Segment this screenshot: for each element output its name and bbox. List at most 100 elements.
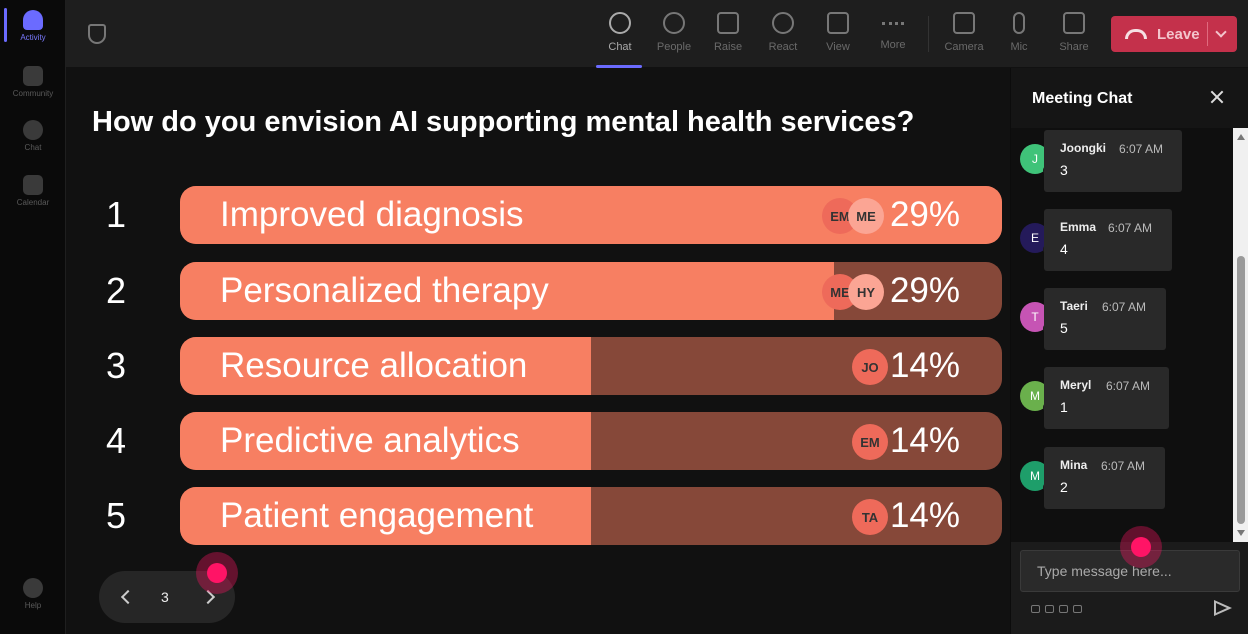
mic-icon: [1013, 12, 1025, 34]
option-number: 4: [106, 420, 127, 461]
message-time: 6:07 AM: [1102, 300, 1147, 314]
option-number: 1: [106, 194, 127, 235]
toolbar-button-label: React: [768, 41, 798, 53]
message-bubble: Meryl 6:07 AM 1: [1044, 367, 1169, 429]
option-bar-fill: [180, 412, 591, 470]
toolbar-button-label: Camera: [944, 41, 984, 53]
toolbar-button-label: More: [880, 39, 906, 51]
toolbar-more-button[interactable]: More: [867, 10, 919, 62]
toolbar-button-label: Share: [1059, 41, 1089, 53]
more-icon: [882, 22, 904, 26]
toolbar-view-button[interactable]: View: [812, 10, 864, 62]
voter-avatar: HY: [848, 274, 884, 310]
rail-item-chat[interactable]: Chat: [0, 110, 66, 160]
toolbar-button-label: View: [826, 41, 850, 53]
people-icon: [663, 12, 685, 34]
option-number: 2: [106, 270, 127, 311]
leave-button[interactable]: Leave: [1111, 16, 1237, 52]
pointer-indicator: [1120, 526, 1162, 568]
sender-name: Mina: [1060, 458, 1088, 472]
format-icon[interactable]: [1031, 605, 1040, 613]
toolbar-button-label: Mic: [1010, 41, 1028, 53]
toolbar-camera-button[interactable]: Camera: [938, 10, 990, 62]
toolbar-chat-button[interactable]: Chat: [594, 10, 646, 68]
message-time: 6:07 AM: [1106, 379, 1151, 393]
message-text: 1: [1060, 399, 1068, 415]
gif-icon[interactable]: [1073, 605, 1082, 613]
help-icon: [23, 578, 43, 598]
toolbar-divider: [928, 16, 929, 52]
option-percent: 29%: [889, 271, 960, 310]
option-bar: Patient engagement TA 14%: [180, 487, 1002, 545]
rail-item-help[interactable]: Help: [0, 568, 66, 618]
poll-option: 1 Improved diagnosis EM ME 29%: [66, 186, 1010, 244]
sender-name: Meryl: [1060, 378, 1092, 392]
rail-item-calendar[interactable]: Calendar: [0, 165, 66, 215]
rail-item-label: Help: [24, 601, 42, 610]
message-bubble: Joongki 6:07 AM 3: [1044, 130, 1182, 192]
option-label: Personalized therapy: [220, 271, 549, 310]
rail-item-label: Chat: [24, 143, 42, 152]
option-label: Improved diagnosis: [220, 195, 524, 234]
leave-divider: [1207, 22, 1208, 46]
scroll-up-icon[interactable]: [1237, 134, 1245, 140]
voter-avatar: JO: [852, 349, 888, 385]
toolbar-share-button[interactable]: Share: [1048, 10, 1100, 62]
rail-item-label: Community: [12, 89, 54, 98]
chat-message-input[interactable]: [1021, 551, 1239, 591]
emoji-icon[interactable]: [1059, 605, 1068, 613]
close-icon[interactable]: [1209, 89, 1225, 105]
camera-off-icon: [953, 12, 975, 34]
chat-compose-tools: [1031, 605, 1082, 613]
attach-icon[interactable]: [1045, 605, 1054, 613]
page-number: 3: [161, 589, 169, 605]
chat-message: J Joongki 6:07 AM 3: [1011, 128, 1233, 194]
toolbar-raise-button[interactable]: Raise: [702, 10, 754, 62]
option-label: Predictive analytics: [220, 421, 520, 460]
option-bar-fill: [180, 262, 835, 320]
emoji-icon: [772, 12, 794, 34]
option-percent: 14%: [889, 496, 960, 535]
hand-icon: [717, 12, 739, 34]
rail-item-community[interactable]: Community: [0, 56, 66, 106]
option-label: Patient engagement: [220, 496, 534, 535]
message-bubble: Emma 6:07 AM 4: [1044, 209, 1172, 271]
send-icon[interactable]: [1214, 600, 1232, 616]
voter-avatar: TA: [852, 499, 888, 535]
chevron-left-icon[interactable]: [120, 589, 136, 605]
rail-item-activity[interactable]: Activity: [0, 0, 66, 50]
option-bar: Personalized therapy ME HY 29%: [180, 262, 1002, 320]
chat-header: Meeting Chat: [1011, 68, 1248, 128]
option-percent: 29%: [889, 195, 960, 234]
poll-option: 2 Personalized therapy ME HY 29%: [66, 262, 1010, 320]
message-text: 4: [1060, 241, 1068, 257]
chevron-down-icon[interactable]: [1215, 26, 1227, 38]
meeting-chat-panel: Meeting Chat J Joongki 6:07 AM 3 E Emma …: [1010, 68, 1248, 634]
message-bubble: Mina 6:07 AM 2: [1044, 447, 1165, 509]
scroll-down-icon[interactable]: [1237, 530, 1245, 536]
rail-item-label: Activity: [20, 33, 46, 42]
message-text: 3: [1060, 162, 1068, 178]
toolbar-people-button[interactable]: People: [648, 10, 700, 62]
option-bar: Resource allocation JO 14%: [180, 337, 1002, 395]
toolbar-button-label: People: [656, 41, 692, 53]
message-time: 6:07 AM: [1108, 221, 1153, 235]
leave-label: Leave: [1157, 25, 1200, 43]
poll-option: 5 Patient engagement TA 14%: [66, 487, 1010, 545]
option-percent: 14%: [889, 421, 960, 460]
toolbar-mic-button[interactable]: Mic: [993, 10, 1045, 62]
option-label: Resource allocation: [220, 346, 528, 385]
message-text: 5: [1060, 320, 1068, 336]
toolbar-react-button[interactable]: React: [757, 10, 809, 62]
sender-name: Taeri: [1060, 299, 1088, 313]
voter-avatar: ME: [848, 198, 884, 234]
rail-item-label: Calendar: [16, 198, 50, 207]
scroll-thumb[interactable]: [1237, 256, 1245, 524]
chat-scrollbar[interactable]: [1233, 128, 1248, 542]
chat-input-box: [1020, 550, 1240, 592]
message-time: 6:07 AM: [1101, 459, 1146, 473]
message-time: 6:07 AM: [1119, 142, 1164, 156]
meeting-toolbar: Chat People Raise React View More Camera…: [66, 0, 1248, 68]
grid-icon: [827, 12, 849, 34]
left-rail: Activity Community Chat Calendar Help: [0, 0, 66, 634]
